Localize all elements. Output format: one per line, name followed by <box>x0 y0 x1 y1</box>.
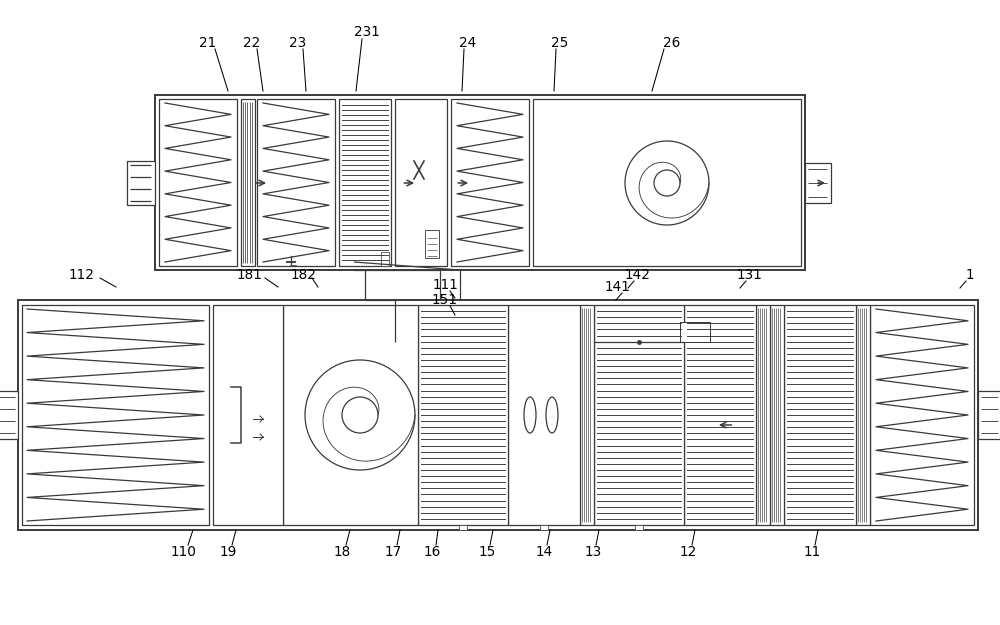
Text: 14: 14 <box>535 545 553 559</box>
Text: 17: 17 <box>384 545 402 559</box>
Text: 151: 151 <box>432 293 458 307</box>
Bar <box>18 300 978 530</box>
Text: 131: 131 <box>737 268 763 282</box>
Bar <box>533 99 801 266</box>
Text: 1: 1 <box>966 268 974 282</box>
Bar <box>339 99 391 266</box>
Bar <box>418 305 508 525</box>
Bar <box>213 305 283 525</box>
Text: 23: 23 <box>289 36 307 50</box>
Bar <box>22 305 209 525</box>
Bar <box>257 99 335 266</box>
Text: 18: 18 <box>333 545 351 559</box>
Bar <box>870 305 974 525</box>
Bar <box>680 322 710 342</box>
Text: 22: 22 <box>243 36 261 50</box>
Text: 181: 181 <box>237 268 263 282</box>
Text: 11: 11 <box>803 545 821 559</box>
Text: 21: 21 <box>199 36 217 50</box>
Text: 19: 19 <box>219 545 237 559</box>
Bar <box>540 525 548 530</box>
Bar <box>508 305 580 525</box>
Bar <box>770 305 784 525</box>
Text: 15: 15 <box>478 545 496 559</box>
Bar <box>594 305 684 525</box>
Bar <box>381 252 389 266</box>
Bar <box>425 230 439 258</box>
Text: 111: 111 <box>432 278 458 292</box>
Text: 24: 24 <box>459 36 477 50</box>
Bar <box>283 305 418 525</box>
Bar <box>0 391 18 439</box>
Text: 110: 110 <box>170 545 196 559</box>
Bar <box>155 95 805 270</box>
Bar <box>784 305 856 525</box>
Text: 182: 182 <box>291 268 317 282</box>
Text: 231: 231 <box>354 25 380 39</box>
Text: 16: 16 <box>423 545 441 559</box>
Text: 141: 141 <box>605 280 631 294</box>
Bar <box>635 525 643 530</box>
Bar <box>805 163 831 203</box>
Text: 26: 26 <box>663 36 681 50</box>
Bar <box>127 161 155 205</box>
Bar <box>159 99 237 266</box>
Bar <box>395 99 447 266</box>
Bar <box>978 391 1000 439</box>
Bar <box>756 305 770 525</box>
Bar <box>451 99 529 266</box>
Text: 12: 12 <box>679 545 697 559</box>
Text: 142: 142 <box>625 268 651 282</box>
Bar <box>856 305 870 525</box>
Text: 13: 13 <box>584 545 602 559</box>
Bar <box>241 99 255 266</box>
Bar <box>684 305 756 525</box>
Bar <box>580 305 594 525</box>
Text: 25: 25 <box>551 36 569 50</box>
Text: 112: 112 <box>69 268 95 282</box>
Bar <box>459 525 467 530</box>
